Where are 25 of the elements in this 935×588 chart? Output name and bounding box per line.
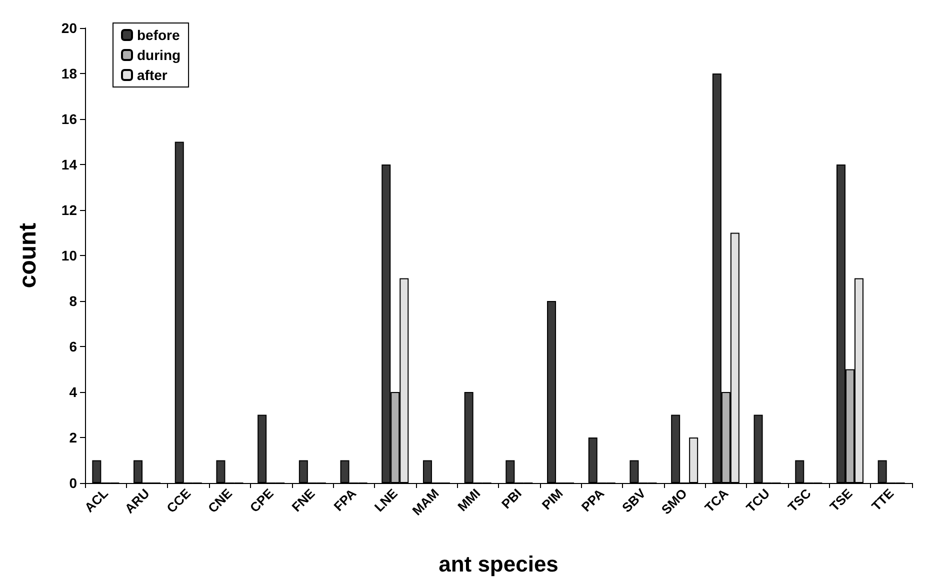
y-tick-label: 8 <box>69 293 78 309</box>
y-tick-label: 18 <box>61 66 78 82</box>
x-tick-label: TCA <box>702 485 732 516</box>
x-tick-label: ACL <box>82 486 112 516</box>
x-tick-label: PIM <box>538 486 566 513</box>
y-tick-label: 12 <box>61 202 78 218</box>
x-tick-label: FPA <box>330 485 360 514</box>
legend-label: before <box>137 27 180 43</box>
y-tick-label: 2 <box>69 430 78 446</box>
x-tick-label: PBI <box>498 486 524 512</box>
y-tick-label: 14 <box>61 156 78 172</box>
y-tick-label: 10 <box>61 248 78 264</box>
x-tick-label: TSE <box>826 485 856 514</box>
y-tick-label: 0 <box>69 475 78 491</box>
y-axis-title: count <box>14 222 42 288</box>
x-tick-label: TTE <box>868 485 897 514</box>
y-tick-label: 4 <box>69 384 78 400</box>
x-axis-title: ant species <box>438 552 558 576</box>
y-tick-label: 20 <box>61 20 78 36</box>
y-tick-label: 16 <box>61 111 78 127</box>
legend-label: during <box>137 47 181 63</box>
x-tick-label: TSC <box>784 485 814 515</box>
x-tick-label: PPA <box>578 485 608 514</box>
legend-label: after <box>137 67 168 83</box>
y-tick-label: 6 <box>69 338 78 354</box>
